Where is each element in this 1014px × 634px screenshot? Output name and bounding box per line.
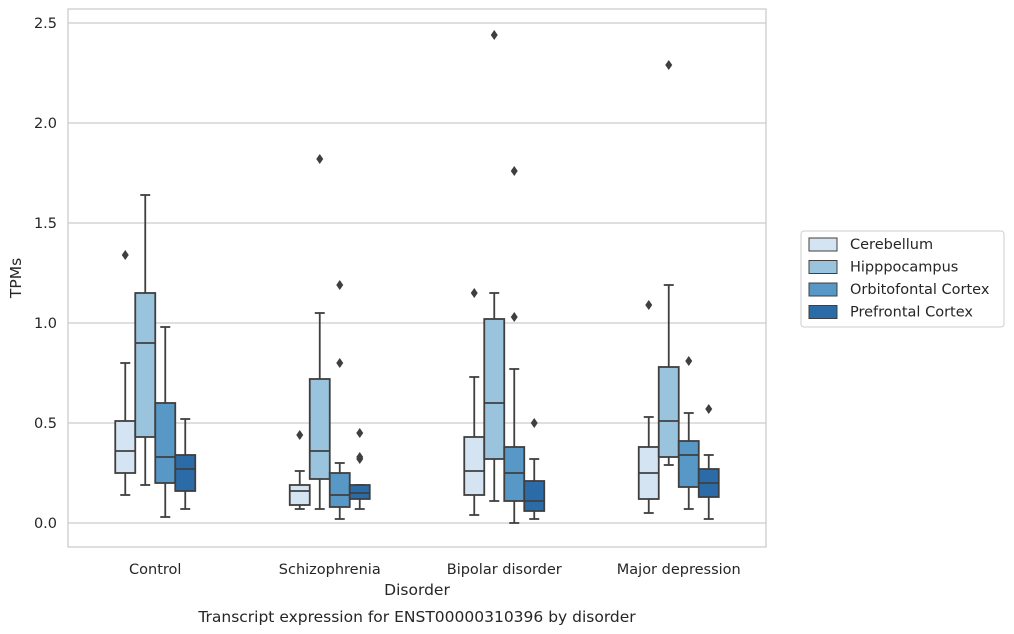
box-plot-prefrontal-cortex bbox=[348, 428, 371, 510]
legend: Cerebellum Hipppocampus Orbitofontal Corte… bbox=[800, 230, 1005, 328]
box bbox=[657, 366, 680, 458]
box-plot-hipppocampus bbox=[134, 194, 157, 486]
legend-swatch bbox=[808, 305, 838, 319]
outlier-point bbox=[510, 166, 518, 176]
box-plot-hipppocampus bbox=[308, 154, 331, 510]
box bbox=[114, 420, 137, 474]
x-tick-label: Bipolar disorder bbox=[447, 562, 562, 578]
legend-entry: Prefrontal Cortex bbox=[850, 305, 973, 321]
outlier-point bbox=[336, 358, 344, 368]
legend-swatch bbox=[808, 282, 838, 297]
box bbox=[677, 440, 700, 488]
box-plot-cerebellum bbox=[114, 250, 137, 496]
x-tick-label: Schizophrenia bbox=[279, 562, 381, 578]
box-plot-cerebellum bbox=[637, 300, 660, 514]
x-axis-label: Disorder bbox=[384, 581, 450, 599]
y-axis-tick-labels: 0.0 0.5 1.0 1.5 2.0 2.5 bbox=[34, 16, 57, 532]
y-tick-label: 2.0 bbox=[34, 116, 57, 132]
box-plot-hipppocampus bbox=[483, 30, 506, 502]
box bbox=[503, 446, 526, 502]
y-tick-label: 1.0 bbox=[34, 316, 57, 332]
box bbox=[463, 436, 486, 496]
outlier-point bbox=[356, 452, 364, 462]
box bbox=[348, 484, 371, 500]
legend-entry: Cerebellum bbox=[850, 237, 933, 253]
box-plot-series bbox=[114, 30, 720, 524]
box-plot-orbitofontal-cortex bbox=[503, 166, 526, 524]
y-axis-label: TPMs bbox=[7, 258, 25, 299]
outlier-point bbox=[296, 430, 304, 440]
outlier-point bbox=[356, 428, 364, 438]
x-tick-label: Major depression bbox=[617, 562, 741, 578]
box bbox=[288, 484, 311, 506]
outlier-point bbox=[490, 30, 498, 40]
legend-frame bbox=[800, 230, 1005, 328]
outlier-point bbox=[685, 356, 693, 366]
y-tick-label: 0.5 bbox=[34, 416, 57, 432]
box-plot-prefrontal-cortex bbox=[523, 418, 546, 520]
box bbox=[154, 402, 177, 484]
x-tick-label: Control bbox=[129, 562, 181, 578]
outlier-point bbox=[316, 154, 324, 164]
box bbox=[483, 318, 506, 460]
y-tick-label: 1.5 bbox=[34, 216, 57, 232]
box-plot-orbitofontal-cortex bbox=[328, 280, 351, 520]
figure-caption: Transcript expression for ENST0000031039… bbox=[197, 608, 636, 626]
y-tick-label: 0.0 bbox=[34, 516, 57, 532]
box-plot-prefrontal-cortex bbox=[174, 418, 197, 510]
box bbox=[174, 454, 197, 492]
box-plot-cerebellum bbox=[463, 288, 486, 516]
legend-swatch bbox=[808, 237, 838, 252]
outlier-point bbox=[645, 300, 653, 310]
x-axis-tick-labels: Control Schizophrenia Bipolar disorder Majo… bbox=[129, 562, 741, 578]
grid-lines bbox=[68, 22, 766, 524]
legend-entry: Orbitofontal Cortex bbox=[850, 282, 990, 298]
box-plot-hipppocampus bbox=[657, 60, 680, 466]
box-plot-orbitofontal-cortex bbox=[677, 356, 700, 510]
box-plot-cerebellum bbox=[288, 430, 311, 510]
outlier-point bbox=[705, 404, 713, 414]
y-tick-label: 2.5 bbox=[34, 16, 57, 32]
outlier-point bbox=[510, 312, 518, 322]
outlier-point bbox=[530, 418, 538, 428]
outlier-point bbox=[470, 288, 478, 298]
outlier-point bbox=[665, 60, 673, 70]
legend-swatch bbox=[808, 260, 838, 274]
box bbox=[523, 480, 546, 512]
box-plot-prefrontal-cortex bbox=[697, 404, 720, 520]
box bbox=[134, 292, 157, 438]
legend-entry: Hipppocampus bbox=[850, 260, 958, 276]
plot-area-frame bbox=[67, 8, 767, 548]
box bbox=[328, 472, 351, 508]
box-plot-orbitofontal-cortex bbox=[154, 326, 177, 518]
outlier-point bbox=[336, 280, 344, 290]
outlier-point bbox=[121, 250, 129, 260]
box bbox=[308, 378, 331, 480]
